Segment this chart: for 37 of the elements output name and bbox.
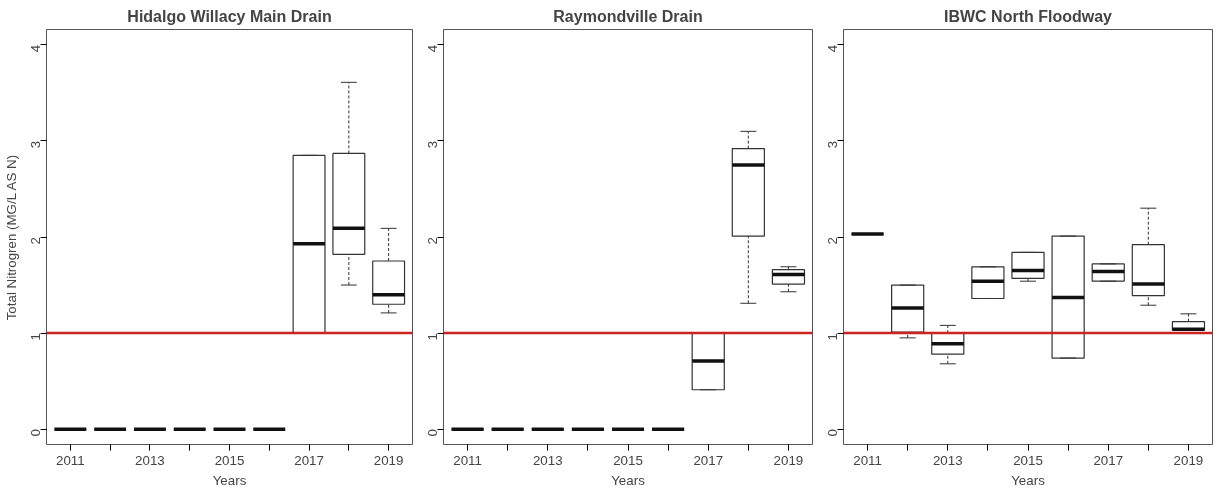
y-tick-label: 3: [28, 140, 43, 149]
y-tick-label: 3: [825, 140, 840, 149]
x-tick-label: 2017: [1093, 452, 1124, 468]
chart-title: Hidalgo Willacy Main Drain: [127, 7, 332, 25]
x-tick-label: 2013: [135, 452, 165, 468]
y-axis-title: Total Nitrogren (MG/L AS N): [3, 154, 19, 321]
x-axis-title: Years: [1011, 472, 1046, 488]
y-tick-label: 4: [425, 44, 440, 53]
x-tick-label: 2015: [214, 452, 245, 468]
x-tick-label: 2011: [853, 452, 882, 468]
x-tick-label: 2019: [1173, 452, 1204, 468]
chart-title: IBWC North Floodway: [944, 7, 1113, 25]
x-tick-label: 2015: [1013, 452, 1043, 468]
chart-title: Raymondville Drain: [553, 7, 703, 25]
x-tick-label: 2019: [773, 452, 804, 468]
x-axis-title: Years: [611, 472, 646, 488]
y-tick-label: 4: [28, 44, 43, 53]
y-tick-label: 0: [28, 429, 43, 437]
y-tick-label: 2: [825, 236, 840, 245]
x-tick-label: 2017: [294, 452, 324, 468]
x-tick-label: 2013: [532, 452, 563, 468]
y-tick-label: 0: [425, 429, 440, 437]
x-tick-label: 2011: [453, 452, 482, 468]
x-tick-label: 2011: [56, 452, 85, 468]
x-tick-label: 2015: [613, 452, 643, 468]
y-tick-label: 1: [28, 333, 43, 341]
y-tick-label: 3: [425, 140, 440, 149]
x-axis-title: Years: [212, 472, 247, 488]
y-tick-label: 4: [825, 44, 840, 53]
x-tick-label: 2013: [932, 452, 963, 468]
y-tick-label: 2: [425, 236, 440, 245]
x-tick-label: 2019: [373, 452, 404, 468]
y-tick-label: 1: [825, 333, 840, 341]
y-tick-label: 1: [425, 333, 440, 341]
x-tick-label: 2017: [693, 452, 724, 468]
y-tick-label: 0: [825, 429, 840, 437]
y-tick-label: 2: [28, 236, 43, 245]
